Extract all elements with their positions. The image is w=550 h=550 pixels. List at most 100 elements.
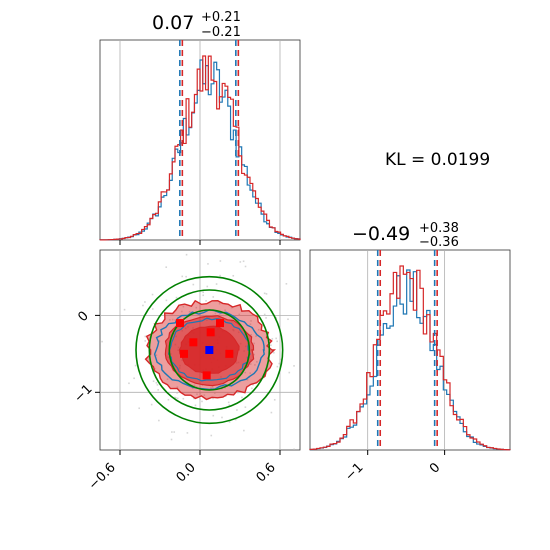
sample-point (271, 338, 274, 340)
plot-title: 0.07 +0.21 −0.21 (152, 10, 241, 40)
sample-point (270, 344, 272, 347)
sample-point (182, 305, 185, 308)
sample-point (211, 386, 214, 388)
grid (367, 250, 446, 450)
sample-point (242, 260, 245, 263)
sample-point (185, 253, 188, 256)
quantile-lines (376, 250, 438, 450)
sample-point (293, 365, 295, 367)
sample-point (171, 431, 173, 433)
sample-point (275, 337, 277, 340)
center-marker (205, 346, 214, 354)
sample-point (228, 404, 231, 406)
marker-point (225, 349, 234, 358)
marginal-histogram-param2: −1 0 −0.49 +0.38 −0.36 (309, 221, 511, 484)
sample-point (151, 308, 154, 310)
sample-point (186, 432, 189, 434)
sample-point (265, 293, 268, 295)
sample-point (194, 404, 197, 407)
sample-point (265, 317, 267, 319)
sample-point (252, 383, 254, 386)
sample-point (273, 398, 276, 401)
sample-point (123, 308, 126, 311)
sample-point (175, 296, 178, 299)
sample-point (246, 379, 249, 381)
sample-point (244, 265, 247, 268)
sample-point (173, 431, 176, 433)
sample-point (218, 314, 221, 316)
title-value: 0.07 (152, 12, 194, 34)
x-tick-label: −0.6 (86, 460, 119, 493)
sample-point (221, 416, 223, 419)
sample-point (236, 409, 238, 411)
sample-point (155, 382, 158, 384)
sample-point (188, 310, 191, 313)
x-tick-label: 0.6 (254, 460, 279, 485)
sample-point (205, 300, 207, 302)
sample-point (236, 391, 239, 394)
sample-point (176, 386, 179, 388)
sample-point (185, 275, 187, 278)
sample-point (152, 380, 155, 383)
sample-point (144, 335, 147, 338)
grid (100, 250, 300, 450)
marginal-histogram-param1: 0.07 +0.21 −0.21 (99, 10, 301, 245)
sample-point (195, 451, 197, 453)
marker-point (206, 328, 215, 337)
sample-point (275, 317, 277, 319)
y-ticks: 0 −1 (71, 309, 100, 406)
sample-point (205, 314, 207, 317)
sample-point (79, 306, 81, 308)
sample-point (201, 400, 203, 403)
sample-point (207, 263, 209, 265)
histogram-lines (99, 55, 301, 241)
sample-point (144, 301, 146, 303)
contour-series-a-mid (167, 317, 251, 382)
sample-point (249, 363, 252, 365)
sample-point (154, 367, 156, 370)
sample-point (253, 342, 255, 345)
sample-point (171, 318, 174, 321)
sample-point (170, 438, 173, 441)
reference-circle (168, 309, 251, 391)
sample-point (181, 275, 184, 278)
sample-point (251, 387, 253, 390)
sample-point (176, 392, 178, 394)
sample-point (243, 429, 245, 432)
sample-point (249, 323, 252, 325)
plot-title: −0.49 +0.38 −0.36 (352, 221, 459, 250)
contour-series-a-outer (153, 309, 265, 391)
sample-point (232, 274, 235, 277)
sample-point (144, 340, 147, 342)
sample-point (156, 384, 159, 386)
sample-point (174, 319, 177, 321)
x-tick-label: −1 (342, 460, 366, 484)
sample-point (285, 282, 288, 285)
sample-point (206, 285, 209, 288)
title-plus: +0.38 (419, 221, 459, 236)
sample-point (288, 371, 291, 374)
sample-point (212, 314, 214, 317)
joint-contour-panel: 0 −1 −0.6 0.0 0.6 (71, 249, 301, 493)
sample-point (239, 261, 242, 263)
sample-point (182, 397, 185, 400)
x-tick-label: 0.0 (174, 460, 199, 485)
sample-point (257, 328, 260, 331)
sample-point (287, 318, 289, 321)
sample-point (214, 312, 217, 315)
sample-point (263, 313, 266, 316)
sample-point (150, 403, 153, 406)
histogram-series-b (309, 265, 511, 451)
sample-point (210, 387, 212, 389)
x-ticks: −0.6 0.0 0.6 (86, 450, 281, 493)
sample-point (218, 302, 221, 305)
sample-point (210, 434, 213, 437)
sample-point (224, 386, 226, 389)
sample-point (238, 313, 241, 316)
sample-point (276, 340, 278, 343)
sample-point (157, 389, 159, 391)
sample-point (192, 283, 195, 286)
sample-point (263, 292, 266, 295)
kl-label: KL = 0.0199 (385, 150, 490, 170)
